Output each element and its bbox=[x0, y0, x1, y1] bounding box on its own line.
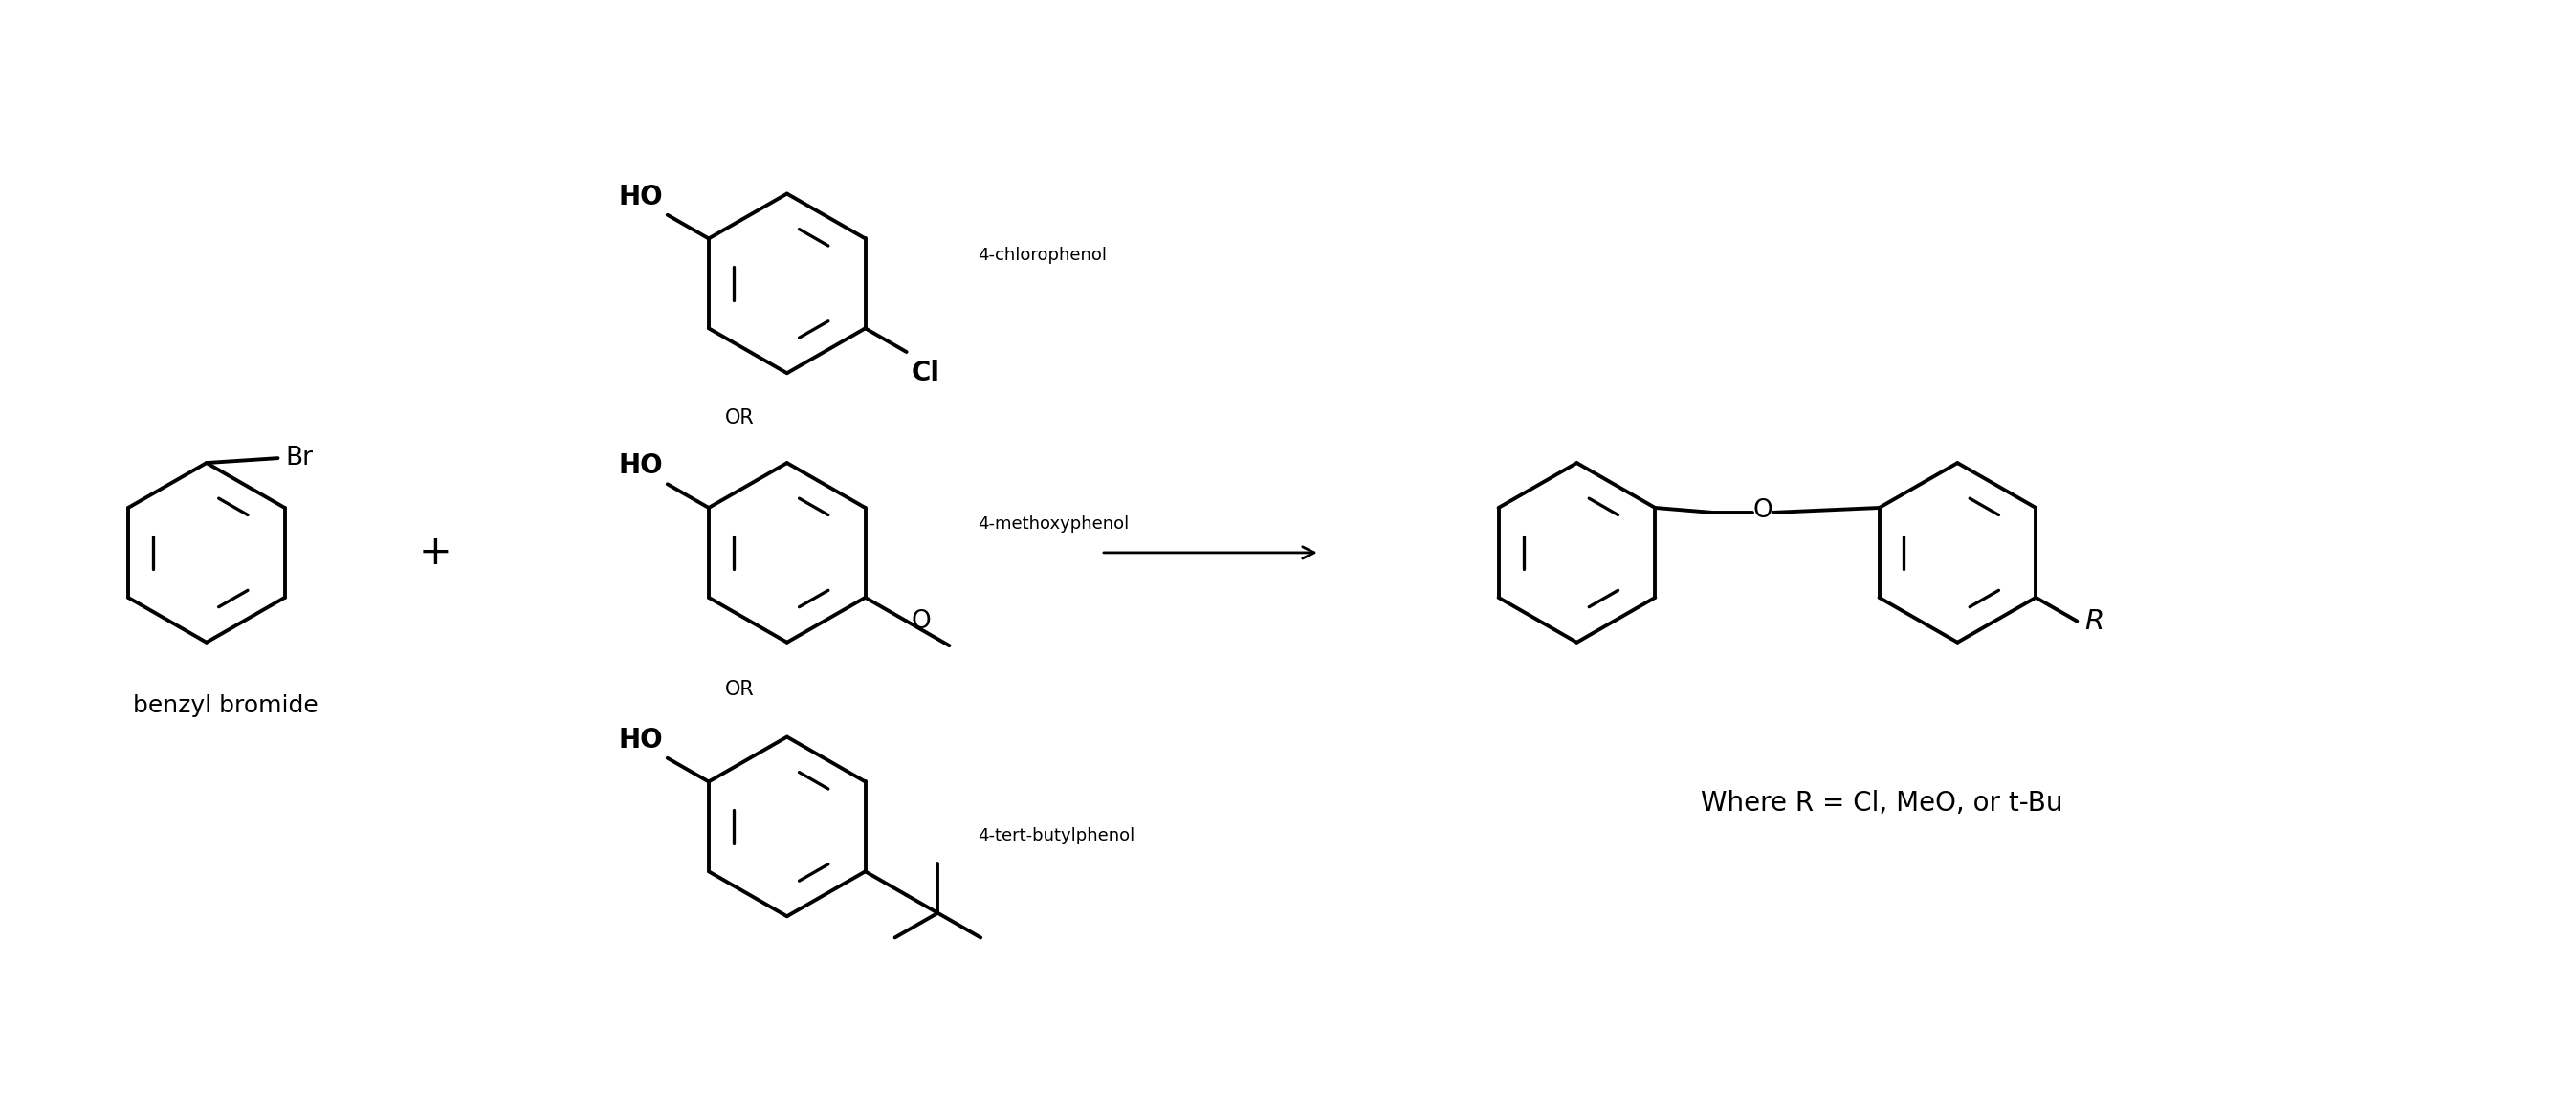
Text: O: O bbox=[912, 609, 930, 634]
Text: HO: HO bbox=[618, 184, 662, 210]
Text: HO: HO bbox=[618, 727, 662, 753]
Text: O: O bbox=[1754, 498, 1772, 524]
Text: R: R bbox=[2084, 608, 2105, 635]
Text: 4-tert-butylphenol: 4-tert-butylphenol bbox=[976, 827, 1133, 845]
Text: +: + bbox=[417, 532, 451, 573]
Text: 4-chlorophenol: 4-chlorophenol bbox=[976, 247, 1108, 263]
Text: OR: OR bbox=[724, 680, 755, 700]
Text: OR: OR bbox=[724, 409, 755, 427]
Text: HO: HO bbox=[618, 453, 662, 480]
Text: benzyl bromide: benzyl bromide bbox=[134, 694, 319, 717]
Text: Cl: Cl bbox=[912, 360, 940, 386]
Text: Br: Br bbox=[286, 446, 314, 471]
Text: 4-methoxyphenol: 4-methoxyphenol bbox=[976, 516, 1128, 533]
Text: Where R = Cl, MeO, or t-Bu: Where R = Cl, MeO, or t-Bu bbox=[1700, 789, 2063, 816]
